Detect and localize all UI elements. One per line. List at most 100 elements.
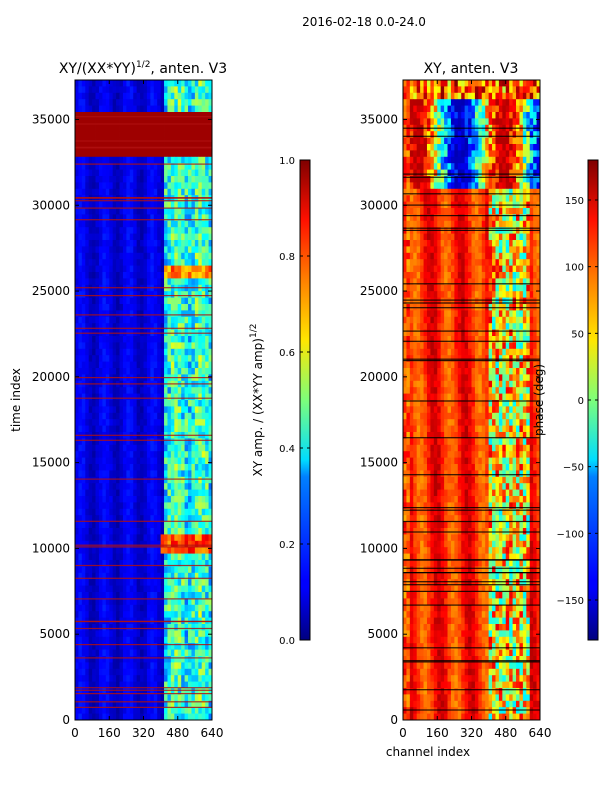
heatmap-cell <box>170 419 175 426</box>
heatmap-cell <box>184 528 189 535</box>
heatmap-cell <box>181 451 185 458</box>
heatmap-cell <box>136 560 141 567</box>
heatmap-cell <box>447 112 452 119</box>
heatmap-cell <box>157 515 162 522</box>
heatmap-cell <box>81 528 86 535</box>
heatmap-cell <box>102 201 107 209</box>
heatmap-cell <box>95 515 100 522</box>
heatmap-cell <box>92 489 96 497</box>
heatmap-cell <box>454 169 459 177</box>
heatmap-cell <box>160 297 165 305</box>
heatmap-cell <box>92 105 96 113</box>
heatmap-cell <box>85 451 90 458</box>
heatmap-cell <box>522 208 527 215</box>
heatmap-cell <box>181 425 185 433</box>
heatmap-cell <box>153 572 158 580</box>
heatmap-cell <box>109 92 114 100</box>
heatmap-cell <box>184 220 189 228</box>
heatmap-cell <box>150 156 155 164</box>
heatmap-cell <box>437 156 442 164</box>
heatmap-cell <box>105 636 110 644</box>
heatmap-cell <box>181 208 185 215</box>
heatmap-cell <box>92 99 96 106</box>
heatmap-cell <box>191 521 196 529</box>
heatmap-cell <box>184 150 189 158</box>
heatmap-cell <box>140 278 144 286</box>
heatmap-cell <box>92 80 96 87</box>
heatmap-cell <box>78 668 83 676</box>
heatmap-cell <box>184 208 189 215</box>
heatmap-cell <box>208 566 213 574</box>
heatmap-cell <box>160 118 165 126</box>
heatmap-cell <box>194 419 199 426</box>
heatmap-cell <box>177 508 182 516</box>
heatmap-cell <box>150 265 155 273</box>
heatmap-cell <box>88 233 93 241</box>
heatmap-cell <box>122 310 127 318</box>
heatmap-cell <box>78 496 83 503</box>
heatmap-cell <box>150 316 155 324</box>
heatmap-cell <box>157 265 162 273</box>
heatmap-cell <box>105 118 110 126</box>
heatmap-cell <box>184 630 189 638</box>
heatmap-cell <box>184 92 189 100</box>
heatmap-cell <box>194 572 199 580</box>
heatmap-cell <box>119 233 124 241</box>
heatmap-cell <box>92 361 96 369</box>
heatmap-cell <box>133 336 138 343</box>
heatmap-cell <box>109 233 114 241</box>
heatmap-cell <box>85 118 90 126</box>
heatmap-cell <box>153 496 158 503</box>
heatmap-cell <box>529 105 534 113</box>
heatmap-cell <box>119 713 124 721</box>
heatmap-cell <box>129 297 134 305</box>
heatmap-cell <box>440 112 445 119</box>
heatmap-cell <box>126 336 131 343</box>
heatmap-cell <box>92 278 96 286</box>
heatmap-cell <box>174 547 179 554</box>
heatmap-cell <box>81 182 86 190</box>
heatmap-cell <box>498 137 503 145</box>
heatmap-cell <box>174 246 179 254</box>
heatmap-cell <box>126 694 131 702</box>
heatmap-cell <box>191 131 196 138</box>
heatmap-cell <box>188 470 192 478</box>
heatmap-cell <box>81 662 86 670</box>
heatmap-cell <box>109 476 114 484</box>
heatmap-cell <box>461 112 466 119</box>
heatmap-cell <box>85 310 90 318</box>
heatmap-cell <box>502 188 507 196</box>
heatmap-cell <box>416 163 421 170</box>
heatmap-cell <box>92 393 96 401</box>
heatmap-cell <box>181 246 185 254</box>
heatmap-cell <box>153 560 158 567</box>
heatmap-cell <box>188 598 192 606</box>
heatmap-cell <box>474 86 479 94</box>
heatmap-cell <box>146 508 151 516</box>
heatmap-cell <box>140 163 144 170</box>
heatmap-cell <box>492 182 496 190</box>
heatmap-cell <box>85 707 90 714</box>
heatmap-cell <box>533 118 537 126</box>
heatmap-cell <box>474 92 479 100</box>
heatmap-cell <box>184 521 189 529</box>
heatmap-cell <box>109 630 114 638</box>
heatmap-cell <box>167 483 172 490</box>
heatmap-cell <box>194 579 199 586</box>
heatmap-cell <box>177 425 182 433</box>
heatmap-cell <box>109 438 114 446</box>
heatmap-cell <box>126 214 131 222</box>
heatmap-cell <box>420 112 424 119</box>
heatmap-cell <box>205 438 209 446</box>
heatmap-cell <box>146 540 151 548</box>
heatmap-cell <box>133 214 138 222</box>
heatmap-cell <box>406 86 411 94</box>
heatmap-cell <box>512 92 517 100</box>
flagged-row-streak <box>75 147 212 149</box>
heatmap-cell <box>492 131 496 138</box>
heatmap-cell <box>143 412 148 420</box>
heatmap-cell <box>164 316 168 324</box>
heatmap-cell <box>112 470 117 478</box>
heatmap-cell <box>457 80 462 87</box>
heatmap-cell <box>98 636 103 644</box>
